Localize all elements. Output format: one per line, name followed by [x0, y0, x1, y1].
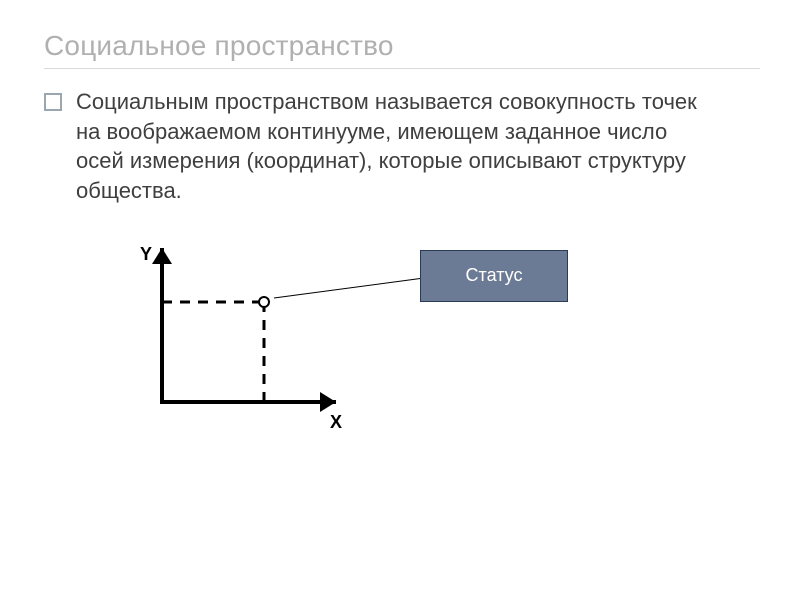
slide-title: Социальное пространство: [44, 30, 760, 62]
status-label: Статус: [466, 265, 523, 286]
bullet-icon: [44, 93, 62, 111]
body-text: Социальным пространством называется сово…: [76, 87, 716, 206]
title-rule: [44, 68, 760, 69]
body-row: Социальным пространством называется сово…: [44, 87, 760, 206]
slide: Социальное пространство Социальным прост…: [0, 0, 800, 600]
axes-diagram: YX: [124, 232, 434, 432]
diagram-area: YX Статус: [124, 232, 684, 452]
svg-text:Y: Y: [140, 244, 152, 264]
svg-text:X: X: [330, 412, 342, 432]
status-box: Статус: [420, 250, 568, 302]
